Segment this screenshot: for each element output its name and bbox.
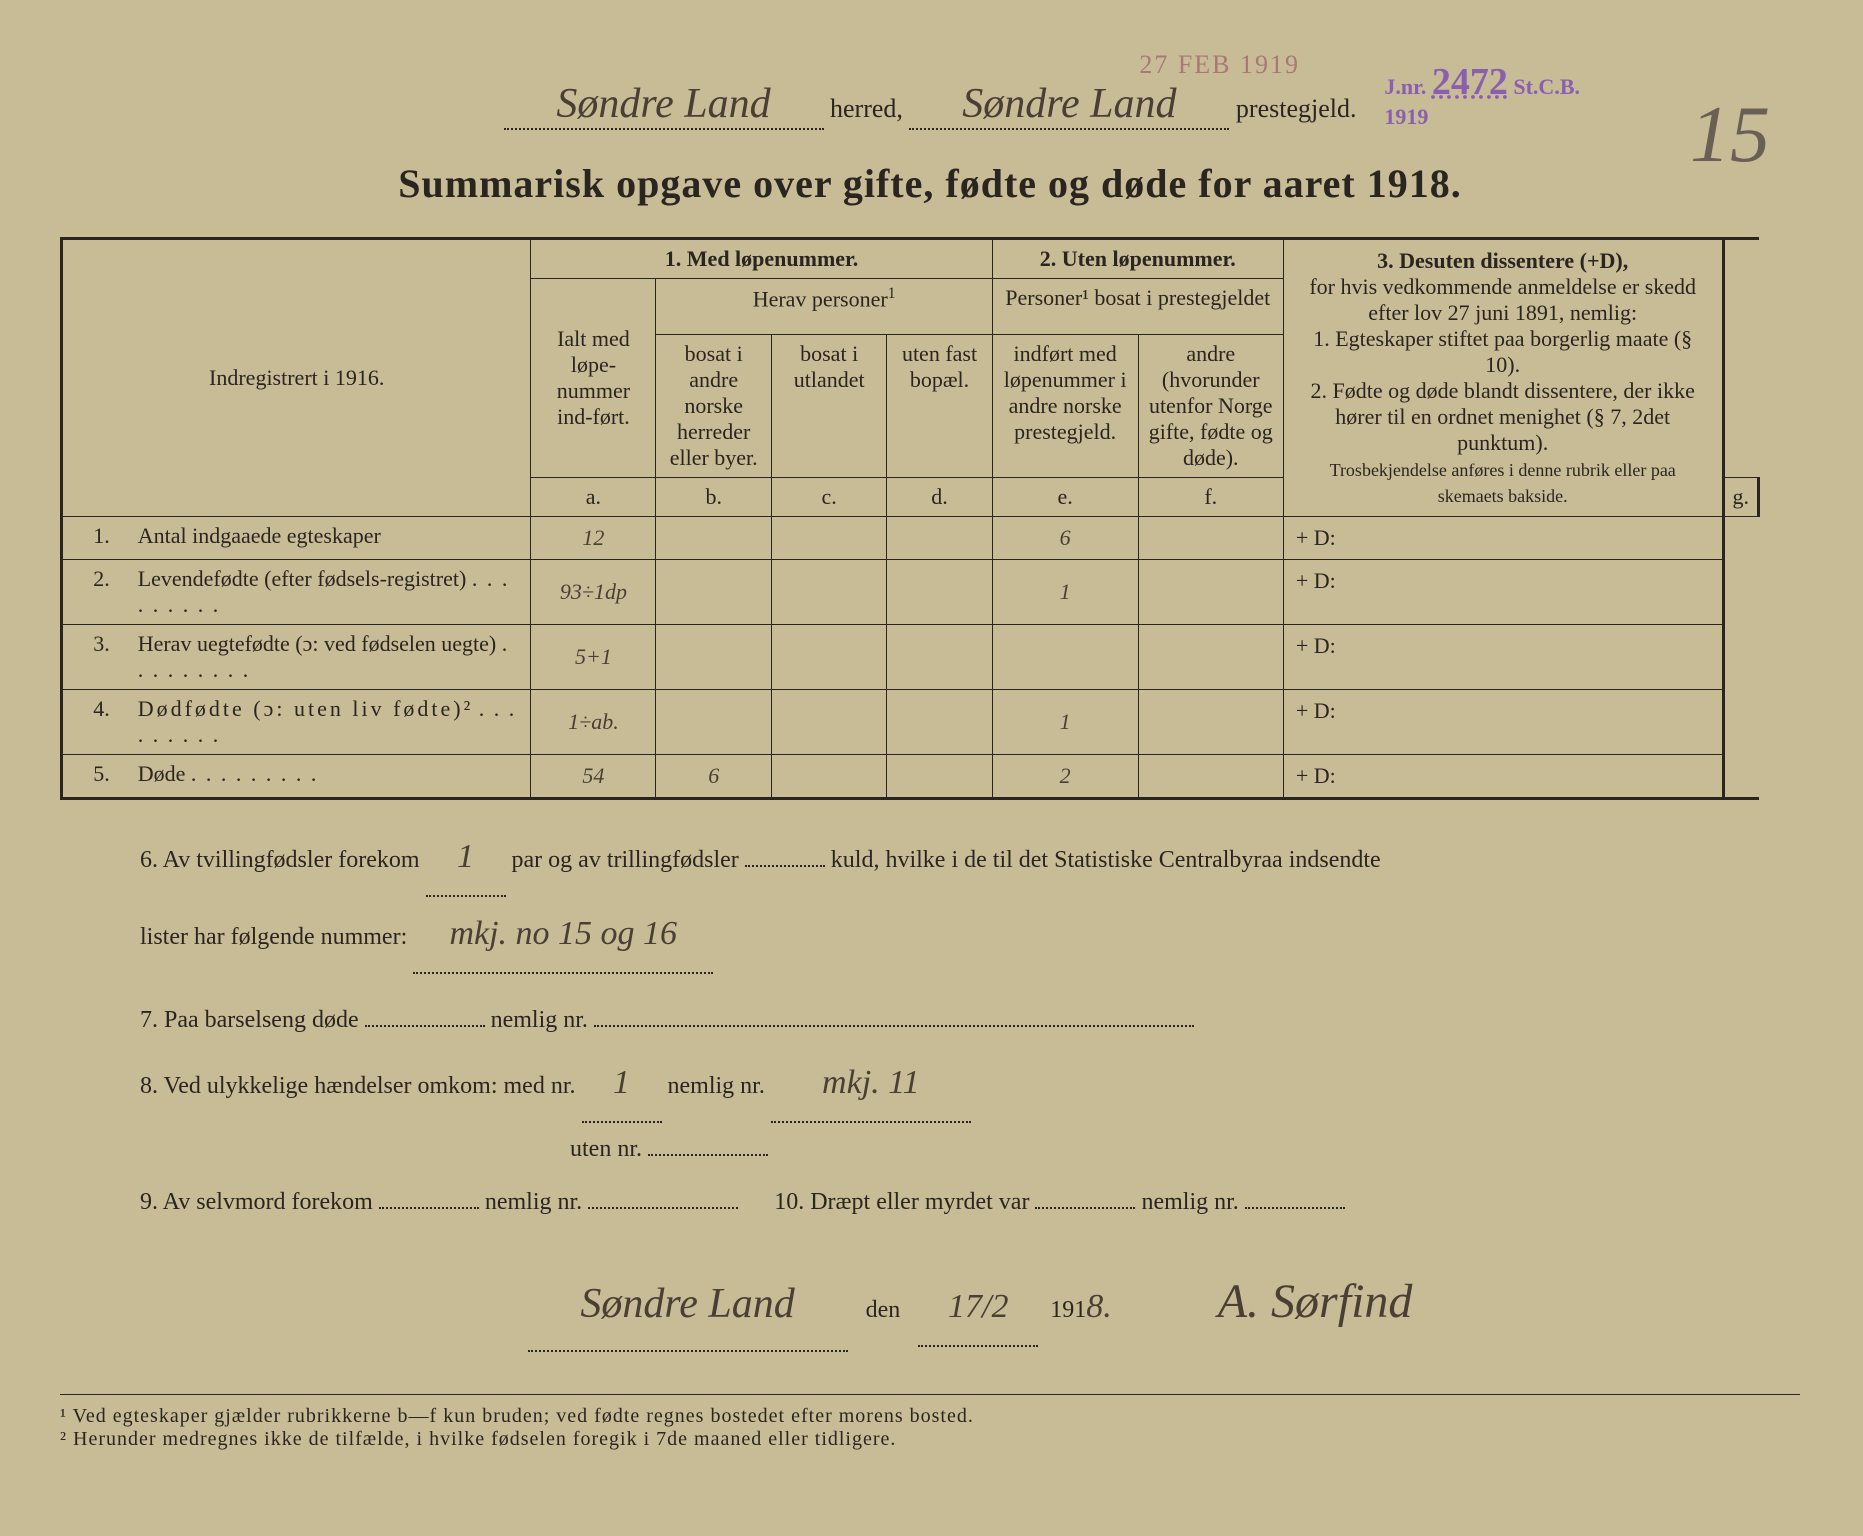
table-row: 2. Levendefødte (efter fødsels-registret… xyxy=(62,560,1759,625)
cell-b: 6 xyxy=(656,755,772,799)
cell-b xyxy=(656,560,772,625)
letter-c: c. xyxy=(771,478,886,517)
cell-d xyxy=(887,517,992,560)
lower-section: 6. Av tvillingfødsler forekom 1 par og a… xyxy=(60,820,1800,1354)
row-num: 4. xyxy=(62,690,118,755)
cell-e: 6 xyxy=(992,517,1138,560)
main-table: Indregistrert i 1916. 1. Med løpenummer.… xyxy=(60,237,1760,800)
cell-g: + D: xyxy=(1283,517,1723,560)
col-d-header: uten fast bopæl. xyxy=(887,335,992,478)
accident-med-nr: mkj. 11 xyxy=(771,1046,971,1123)
cell-c xyxy=(771,560,886,625)
footnote-2: ² Herunder medregnes ikke de tilfælde, i… xyxy=(60,1428,1800,1451)
row-label: Herav uegtefødte (ɔ: ved fødselen uegte) xyxy=(118,625,531,690)
table-row: 3. Herav uegtefødte (ɔ: ved fødselen ueg… xyxy=(62,625,1759,690)
cell-e: 1 xyxy=(992,690,1138,755)
row-label: Dødfødte (ɔ: uten liv fødte)² xyxy=(118,690,531,755)
received-stamp-date: 27 FEB 1919 xyxy=(1139,50,1300,80)
sig-date: 17/2 xyxy=(918,1270,1038,1347)
line6-cont: lister har følgende nummer: mkj. no 15 o… xyxy=(140,897,1800,974)
cell-c xyxy=(771,755,886,799)
col-b-header: bosat i andre norske herreder eller byer… xyxy=(656,335,772,478)
letter-g: g. xyxy=(1723,478,1759,517)
twins-count: 1 xyxy=(426,820,506,897)
table-row: 4. Dødfødte (ɔ: uten liv fødte)² 1÷ab. 1… xyxy=(62,690,1759,755)
row-num: 5. xyxy=(62,755,118,799)
line8b: uten nr. xyxy=(140,1123,1800,1176)
letter-e: e. xyxy=(992,478,1138,517)
line6: 6. Av tvillingfødsler forekom 1 par og a… xyxy=(140,820,1800,897)
col-a-header: Ialt med løpe-nummer ind-ført. xyxy=(531,279,656,478)
prestegjeld-value: Søndre Land xyxy=(909,80,1229,130)
table-row: 1. Antal indgaaede egteskaper 12 6 + D: xyxy=(62,517,1759,560)
row-label: Døde xyxy=(118,755,531,799)
herav-header: Herav personer1 xyxy=(656,279,992,335)
header-line: Søndre Land herred, Søndre Land prestegj… xyxy=(60,80,1800,130)
cell-f xyxy=(1138,690,1283,755)
cell-a: 12 xyxy=(531,517,656,560)
section1-title: 1. Med løpenummer. xyxy=(531,239,992,279)
cell-b xyxy=(656,517,772,560)
cell-g: + D: xyxy=(1283,755,1723,799)
cell-f xyxy=(1138,517,1283,560)
row-num: 3. xyxy=(62,625,118,690)
cell-a: 1÷ab. xyxy=(531,690,656,755)
cell-e: 1 xyxy=(992,560,1138,625)
line7: 7. Paa barselseng døde nemlig nr. xyxy=(140,994,1800,1047)
herred-value: Søndre Land xyxy=(504,80,824,130)
cell-g: + D: xyxy=(1283,690,1723,755)
col-c-header: bosat i utlandet xyxy=(771,335,886,478)
cell-c xyxy=(771,517,886,560)
cell-a: 5+1 xyxy=(531,625,656,690)
row-num: 2. xyxy=(62,560,118,625)
triplets-count xyxy=(745,865,825,867)
line9-10: 9. Av selvmord forekom nemlig nr. 10. Dr… xyxy=(140,1176,1800,1229)
cell-b xyxy=(656,690,772,755)
cell-c xyxy=(771,690,886,755)
cell-c xyxy=(771,625,886,690)
herred-label: herred, xyxy=(830,94,903,123)
cell-f xyxy=(1138,560,1283,625)
col-left-header: Indregistrert i 1916. xyxy=(62,239,531,517)
line8: 8. Ved ulykkelige hændelser omkom: med n… xyxy=(140,1046,1800,1123)
letter-a: a. xyxy=(531,478,656,517)
section3-header: 3. Desuten dissentere (+D), for hvis ved… xyxy=(1283,239,1723,517)
cell-d xyxy=(887,560,992,625)
twin-numbers: mkj. no 15 og 16 xyxy=(413,897,713,974)
letter-b: b. xyxy=(656,478,772,517)
cell-g: + D: xyxy=(1283,560,1723,625)
col-f-header: andre (hvorunder utenfor Norge gifte, fø… xyxy=(1138,335,1283,478)
cell-d xyxy=(887,625,992,690)
col-e-header: indført med løpenummer i andre norske pr… xyxy=(992,335,1138,478)
cell-b xyxy=(656,625,772,690)
cell-f xyxy=(1138,625,1283,690)
section2-title: 2. Uten løpenummer. xyxy=(992,239,1283,279)
accident-med-count: 1 xyxy=(582,1046,662,1123)
cell-a: 93÷1dp xyxy=(531,560,656,625)
row-num: 1. xyxy=(62,517,118,560)
signature: A. Sørfind xyxy=(1218,1275,1413,1328)
signature-line: Søndre Land den 17/2 1918. A. Sørfind xyxy=(140,1249,1800,1355)
cell-e xyxy=(992,625,1138,690)
table-row: 5. Døde 54 6 2 + D: xyxy=(62,755,1759,799)
cell-d xyxy=(887,690,992,755)
letter-d: d. xyxy=(887,478,992,517)
cell-e: 2 xyxy=(992,755,1138,799)
cell-f xyxy=(1138,755,1283,799)
footnote-1: ¹ Ved egteskaper gjælder rubrikkerne b—f… xyxy=(60,1405,1800,1428)
cell-d xyxy=(887,755,992,799)
letter-f: f. xyxy=(1138,478,1283,517)
row-label: Levendefødte (efter fødsels-registret) xyxy=(118,560,531,625)
cell-g: + D: xyxy=(1283,625,1723,690)
section2-sub: Personer¹ bosat i prestegjeldet xyxy=(992,279,1283,335)
footnotes: ¹ Ved egteskaper gjælder rubrikkerne b—f… xyxy=(60,1394,1800,1451)
cell-a: 54 xyxy=(531,755,656,799)
prestegjeld-label: prestegjeld. xyxy=(1236,94,1357,123)
sig-place: Søndre Land xyxy=(528,1258,848,1352)
page-title: Summarisk opgave over gifte, fødte og dø… xyxy=(60,160,1800,207)
row-label: Antal indgaaede egteskaper xyxy=(118,517,531,560)
